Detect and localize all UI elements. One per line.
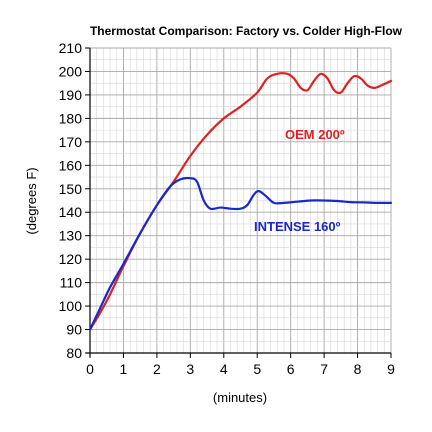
y-tick-label: 140 bbox=[59, 204, 83, 220]
series-line-intense bbox=[88, 176, 393, 331]
x-tick-label: 2 bbox=[153, 361, 161, 377]
x-tick-label: 4 bbox=[220, 361, 228, 377]
y-tick-label: 150 bbox=[59, 181, 83, 197]
x-tick-label: 6 bbox=[287, 361, 295, 377]
y-tick-label: 100 bbox=[59, 298, 83, 314]
y-tick-label: 210 bbox=[59, 40, 83, 56]
y-tick-label: 170 bbox=[59, 134, 83, 150]
y-axis-label: (degrees F) bbox=[24, 167, 39, 234]
x-tick-label: 9 bbox=[387, 361, 395, 377]
y-tick-label: 120 bbox=[59, 251, 83, 267]
oem-annotation: OEM 200º bbox=[285, 127, 345, 142]
y-tick-label: 180 bbox=[59, 110, 83, 126]
y-tick-label: 160 bbox=[59, 157, 83, 173]
series-group bbox=[88, 72, 393, 331]
x-tick-label: 7 bbox=[320, 361, 328, 377]
x-tick-label: 8 bbox=[354, 361, 362, 377]
x-tick-label: 1 bbox=[120, 361, 128, 377]
y-tick-label: 80 bbox=[66, 345, 82, 361]
tick-labels: 0 1 2 3 4 5 6 7 8 9 80 90 100 110 120 130 140 150 160 170 18… bbox=[59, 40, 395, 377]
x-tick-label: 0 bbox=[86, 361, 94, 377]
x-axis-label: (minutes) bbox=[213, 390, 267, 405]
y-tick-label: 130 bbox=[59, 228, 83, 244]
y-tick-label: 110 bbox=[60, 275, 83, 291]
chart-title: Thermostat Comparison: Factory vs. Colde… bbox=[90, 24, 403, 38]
x-tick-label: 3 bbox=[186, 361, 194, 377]
intense-annotation: INTENSE 160º bbox=[254, 219, 341, 234]
axes bbox=[85, 47, 392, 358]
y-tick-label: 90 bbox=[66, 322, 82, 338]
x-tick-label: 5 bbox=[253, 361, 261, 377]
y-tick-label: 200 bbox=[59, 63, 83, 79]
grid bbox=[89, 47, 392, 354]
y-tick-label: 190 bbox=[59, 87, 83, 103]
